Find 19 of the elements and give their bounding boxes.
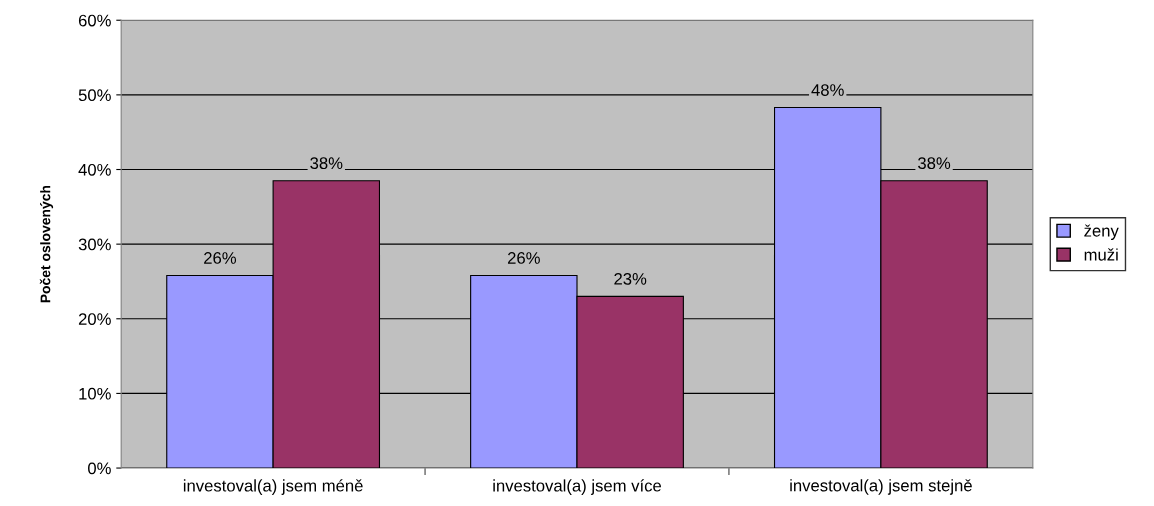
data-label: 38% [918,157,951,170]
x-tick-label: investoval(a) jsem méně [183,479,363,495]
x-tick-label: investoval(a) jsem stejně [790,479,972,495]
data-label: 38% [310,157,343,170]
y-tick-label: 60% [78,14,111,27]
y-tick-label: 30% [78,238,111,251]
y-tick-label: 0% [88,462,111,475]
y-tick-label: 50% [78,89,111,102]
legend-label: ženy [1084,224,1119,240]
y-axis-title: Počet oslovených [39,185,54,303]
x-tick-label: investoval(a) jsem více [493,479,662,495]
y-tick-label: 20% [78,313,111,325]
data-label: 26% [507,252,540,264]
data-label: 23% [614,272,647,285]
legend-label: muži [1084,248,1118,261]
y-tick-label: 40% [78,163,111,176]
data-label: 26% [204,252,237,264]
y-tick-label: 10% [79,387,111,400]
data-label: 48% [811,84,844,96]
